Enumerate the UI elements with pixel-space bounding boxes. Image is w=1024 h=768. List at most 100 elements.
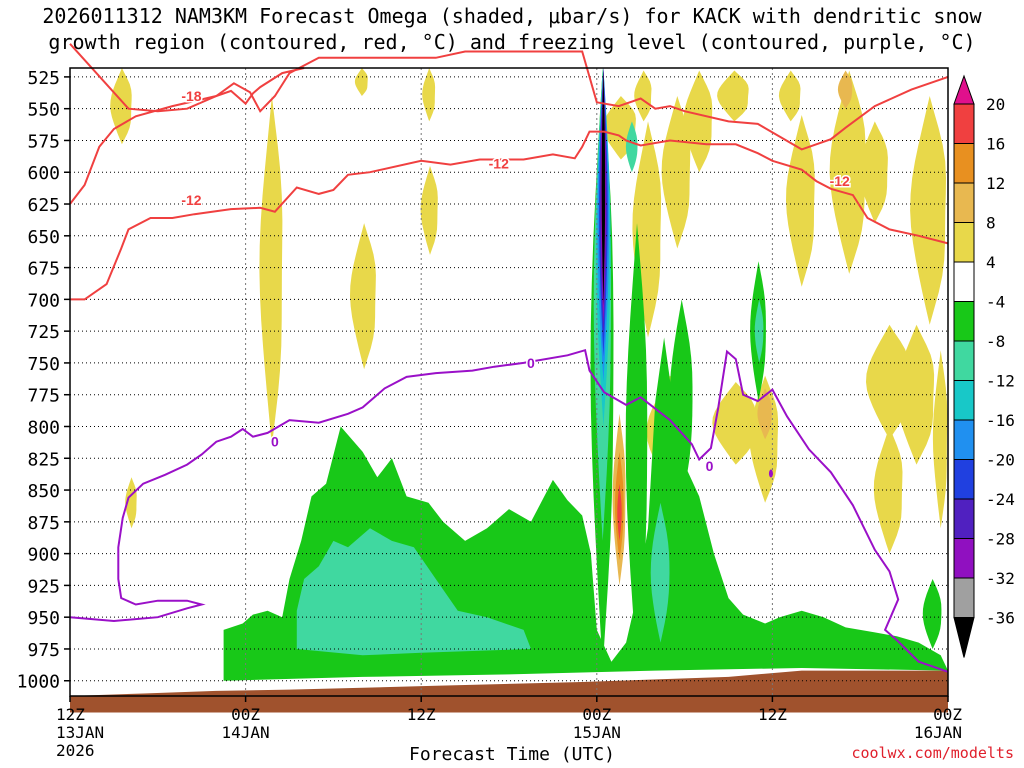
y-tick-label-775: 775 bbox=[27, 386, 60, 407]
y-tick-label-725: 725 bbox=[27, 322, 60, 343]
y-tick-label-800: 800 bbox=[27, 417, 60, 438]
axes-layer: 525 550 575 600 625 650 675 700 725 750 775 800 825 8… bbox=[17, 67, 962, 760]
updraft-region-11 bbox=[717, 70, 749, 122]
updraft-region-10 bbox=[683, 70, 713, 173]
colorbar-label-2: 12 bbox=[986, 174, 1005, 193]
freezing-level-contour-3 bbox=[69, 348, 949, 673]
ground-terrain bbox=[70, 670, 948, 713]
dgz-contour-0 bbox=[69, 43, 949, 151]
sinking-column-4 bbox=[922, 579, 942, 649]
colorbar-label-7: -12 bbox=[986, 372, 1015, 391]
y-tick-label-750: 750 bbox=[27, 354, 60, 375]
colorbar-bin-4 bbox=[953, 261, 975, 302]
contour-label-3: -12 bbox=[830, 173, 850, 189]
colorbar-bottom-arrow bbox=[953, 617, 975, 658]
x-tick-label-0-1: 13JAN bbox=[56, 723, 104, 742]
updraft-region-13 bbox=[786, 115, 815, 287]
sinking-moderate-column-3 bbox=[625, 121, 638, 173]
x-axis-title: Forecast Time (UTC) bbox=[409, 744, 615, 765]
chart-title-line-2: growth region (contoured, red, °C) and f… bbox=[48, 30, 976, 54]
updraft-region-3 bbox=[420, 165, 438, 255]
y-tick-label-650: 650 bbox=[27, 227, 60, 248]
updraft-region-7 bbox=[634, 70, 652, 122]
updraft-region-0 bbox=[110, 68, 132, 145]
y-tick-label-825: 825 bbox=[27, 449, 60, 470]
updraft-region-17 bbox=[873, 426, 903, 554]
x-tick-label-3-1: 15JAN bbox=[573, 723, 621, 742]
updraft-region-5 bbox=[354, 68, 368, 96]
x-tick-label-1-1: 14JAN bbox=[222, 723, 270, 742]
dgz-contour-2 bbox=[70, 130, 949, 301]
y-tick-label-950: 950 bbox=[27, 608, 60, 629]
colorbar-bin-12 bbox=[953, 577, 975, 618]
site-credit: coolwx.com/modelts bbox=[851, 744, 1014, 762]
y-tick-label-550: 550 bbox=[27, 100, 60, 121]
sinking-moderate-low-level bbox=[296, 528, 531, 656]
x-tick-label-5-1: 16JAN bbox=[914, 723, 962, 742]
updraft-max-region bbox=[617, 483, 622, 541]
updraft-region-21 bbox=[712, 382, 756, 465]
colorbar-label-9: -20 bbox=[986, 451, 1015, 470]
colorbar-label-10: -24 bbox=[986, 490, 1015, 509]
y-tick-label-875: 875 bbox=[27, 513, 60, 534]
colorbar-label-6: -8 bbox=[986, 332, 1005, 351]
strong-sinking-core-5 bbox=[601, 68, 606, 306]
x-tick-label-1-0: 00Z bbox=[231, 705, 260, 724]
colorbar-bin-5 bbox=[953, 301, 975, 342]
colorbar: 20 16 12 8 4 -4 -8 -12 -16 -20 -24 -28 -32 -36 bbox=[953, 74, 1015, 658]
x-tick-label-3-0: 00Z bbox=[582, 705, 611, 724]
colorbar-label-5: -4 bbox=[986, 293, 1005, 312]
updraft-region-14 bbox=[829, 70, 866, 274]
colorbar-bin-3 bbox=[953, 222, 975, 263]
y-tick-label-1000: 1000 bbox=[17, 672, 60, 693]
x-tick-label-5-0: 00Z bbox=[933, 705, 962, 724]
y-tick-label-525: 525 bbox=[27, 68, 60, 89]
updraft-moderate-region-1 bbox=[757, 388, 772, 440]
colorbar-bin-6 bbox=[953, 340, 975, 381]
contour-label-5: 0 bbox=[271, 434, 279, 450]
colorbar-label-4: 4 bbox=[986, 253, 996, 272]
contour-label-1: -12 bbox=[181, 192, 201, 208]
colorbar-label-0: 20 bbox=[986, 95, 1005, 114]
colorbar-label-13: -36 bbox=[986, 609, 1015, 628]
updraft-region-19 bbox=[910, 96, 946, 325]
updraft-moderate-region-2 bbox=[837, 70, 853, 109]
dgz-contour-1 bbox=[69, 67, 305, 205]
plot-frame bbox=[69, 67, 949, 697]
updraft-region-15 bbox=[859, 121, 888, 224]
colorbar-label-12: -32 bbox=[986, 569, 1015, 588]
colorbar-bin-11 bbox=[953, 538, 975, 579]
updraft-region-9 bbox=[661, 96, 691, 249]
sinking-column-1 bbox=[625, 223, 648, 668]
colorbar-bin-10 bbox=[953, 498, 975, 539]
contour-label-0: -18 bbox=[181, 88, 201, 104]
colorbar-bin-2 bbox=[953, 182, 975, 223]
sinking-column-2 bbox=[669, 299, 693, 503]
colorbar-label-1: 16 bbox=[986, 135, 1005, 154]
chart-title-line-1: 2026011312 NAM3KM Forecast Omega (shaded… bbox=[42, 4, 982, 28]
x-tick-label-0-2: 2026 bbox=[56, 741, 95, 760]
colorbar-label-11: -28 bbox=[986, 530, 1015, 549]
freezing-level-cell bbox=[768, 469, 773, 478]
contour-layer: -18 -12 -12 -12 0 0 0 bbox=[69, 43, 949, 673]
colorbar-top-arrow bbox=[953, 74, 975, 105]
y-tick-label-925: 925 bbox=[27, 576, 60, 597]
y-tick-label-900: 900 bbox=[27, 545, 60, 566]
colorbar-bin-8 bbox=[953, 419, 975, 460]
sinking-moderate-column-2 bbox=[754, 299, 764, 363]
colorbar-bin-1 bbox=[953, 143, 975, 184]
contour-label-4: 0 bbox=[527, 355, 535, 371]
x-tick-label-2-0: 12Z bbox=[407, 705, 436, 724]
x-tick-label-0-0: 12Z bbox=[56, 705, 85, 724]
colorbar-bin-7 bbox=[953, 380, 975, 421]
y-tick-label-675: 675 bbox=[27, 259, 60, 280]
omega-shading-layer bbox=[70, 68, 949, 713]
colorbar-label-3: 8 bbox=[986, 214, 996, 233]
contour-label-6: 0 bbox=[706, 458, 714, 474]
updraft-region-2 bbox=[350, 223, 376, 370]
colorbar-label-8: -16 bbox=[986, 411, 1015, 430]
y-tick-label-575: 575 bbox=[27, 131, 60, 152]
updraft-region-12 bbox=[778, 70, 801, 122]
colorbar-bin-9 bbox=[953, 459, 975, 500]
